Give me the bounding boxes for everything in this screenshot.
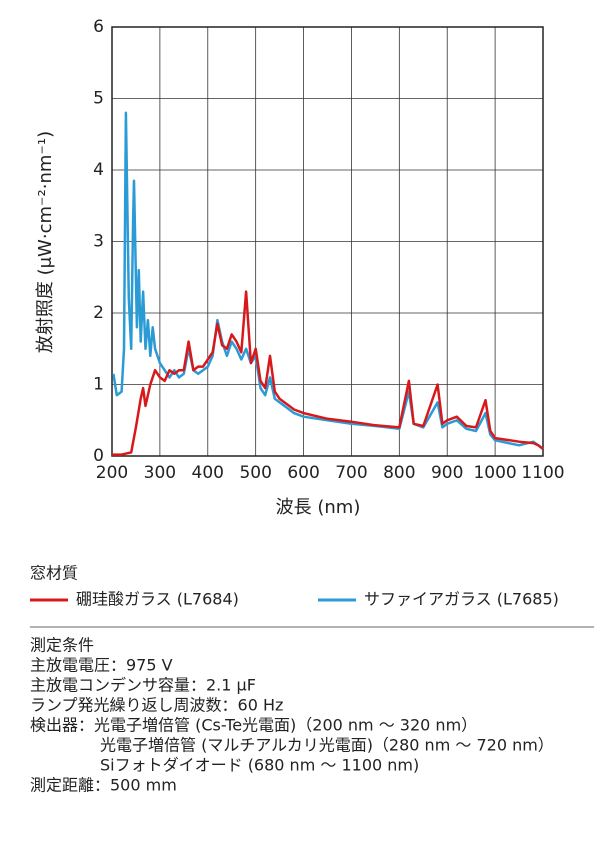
x-tick-label: 400 <box>192 463 224 483</box>
series-line <box>112 111 544 450</box>
y-tick-label: 5 <box>93 89 104 109</box>
x-tick-label: 700 <box>335 463 367 483</box>
x-tick-label: 1000 <box>473 463 516 483</box>
x-axis-label: 波長 (nm) <box>276 497 361 518</box>
note-line: 主放電電圧：975 V <box>30 656 173 675</box>
x-tick-label: 600 <box>287 463 319 483</box>
x-tick-label: 500 <box>239 463 271 483</box>
note-line: 検出器：光電子増倍管 (Cs-Te光電面)（200 nm ～ 320 nm） <box>30 716 477 735</box>
y-tick-label: 0 <box>93 446 104 466</box>
x-tick-label: 1100 <box>521 463 564 483</box>
series-line <box>112 290 544 456</box>
y-tick-label: 4 <box>93 160 104 180</box>
legend-title: 窓材質 <box>30 564 78 583</box>
note-line: Siフォトダイオード (680 nm ～ 1100 nm) <box>100 756 419 775</box>
x-tick-label: 800 <box>383 463 415 483</box>
note-line: 光電子増倍管 (マルチアルカリ光電面)（280 nm ～ 720 nm） <box>100 736 554 755</box>
note-line: 測定距離：500 mm <box>30 776 177 795</box>
x-tick-label: 900 <box>431 463 463 483</box>
y-tick-label: 6 <box>93 17 104 37</box>
y-axis-label: 放射照度 (μW·cm⁻²·nm⁻¹) <box>35 131 56 353</box>
legend-label: サファイアガラス (L7685) <box>364 590 559 609</box>
x-tick-label: 200 <box>96 463 128 483</box>
note-line: 主放電コンデンサ容量：2.1 μF <box>30 676 256 695</box>
plot-frame <box>111 26 544 457</box>
legend-label: 硼珪酸ガラス (L7684) <box>76 590 239 609</box>
note-line: ランプ発光繰り返し周波数：60 Hz <box>30 696 283 715</box>
y-tick-label: 3 <box>93 232 104 252</box>
y-tick-label: 2 <box>93 303 104 323</box>
x-tick-label: 300 <box>144 463 176 483</box>
notes-title: 測定条件 <box>30 636 94 655</box>
y-tick-label: 1 <box>93 375 104 395</box>
